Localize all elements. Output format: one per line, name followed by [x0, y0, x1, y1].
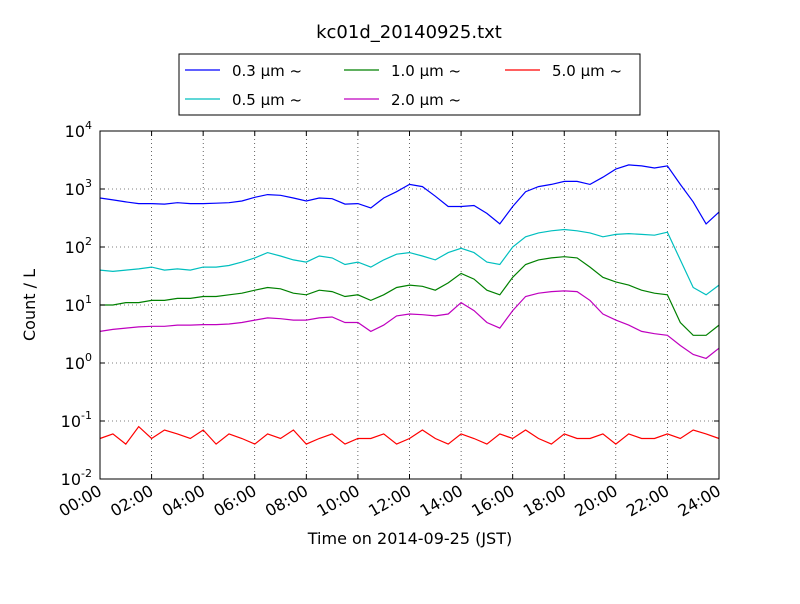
legend-label: 0.3 μm ~ — [232, 62, 302, 80]
x-tick-label: 12:00 — [365, 481, 414, 521]
series-line-4 — [99, 425, 720, 445]
x-tick-label: 10:00 — [313, 481, 362, 521]
y-tick-label: 104 — [65, 119, 92, 141]
series-lines — [99, 164, 720, 445]
series-line-1 — [99, 228, 720, 296]
legend-box — [178, 53, 641, 116]
axis-ticks — [99, 130, 720, 480]
x-tick-labels: 00:00 02:00 04:00 06:00 08:00 10:00 12:00 14:00… — [56, 481, 724, 521]
x-tick-label: 08:00 — [262, 481, 311, 521]
y-tick-label: 100 — [65, 351, 92, 373]
x-axis-label: Time on 2014-09-25 (JST) — [307, 529, 512, 548]
series-line-3 — [99, 290, 720, 360]
x-tick-label: 14:00 — [417, 481, 466, 521]
y-tick-label: 103 — [65, 177, 92, 199]
x-tick-label: 06:00 — [210, 481, 259, 521]
series-line-0 — [99, 164, 720, 225]
legend: 0.3 μm ~ 0.5 μm ~ 1.0 μm ~ 2.0 μm ~ 5.0 μm ~ — [178, 53, 641, 116]
y-tick-label: 10-1 — [61, 409, 92, 431]
x-tick-label: 04:00 — [159, 481, 208, 521]
y-axis-label: Count / L — [20, 269, 39, 341]
chart-title: kc01d_20140925.txt — [316, 22, 502, 43]
legend-label: 5.0 μm ~ — [552, 62, 622, 80]
legend-label: 0.5 μm ~ — [232, 91, 302, 109]
y-tick-label: 102 — [65, 235, 92, 257]
legend-label: 1.0 μm ~ — [391, 62, 461, 80]
x-tick-label: 24:00 — [675, 481, 724, 521]
x-tick-label: 02:00 — [107, 481, 156, 521]
series-line-2 — [100, 256, 720, 336]
x-tick-label: 22:00 — [623, 481, 672, 521]
x-tick-label: 20:00 — [571, 481, 620, 521]
x-tick-label: 18:00 — [520, 481, 569, 521]
plot-area — [100, 131, 719, 479]
y-tick-label: 10-2 — [61, 467, 92, 489]
legend-label: 2.0 μm ~ — [391, 91, 461, 109]
x-tick-label: 16:00 — [468, 481, 517, 521]
y-tick-label: 101 — [65, 293, 92, 315]
y-tick-labels: 10-2 10-1 100 101 102 103 104 — [61, 119, 92, 489]
